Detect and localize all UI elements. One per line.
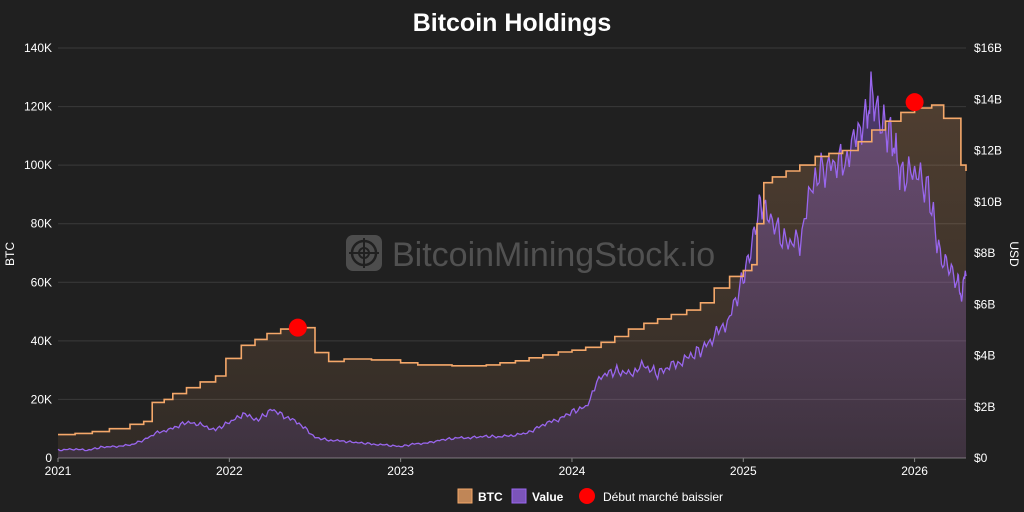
x-tick-label: 2024 xyxy=(559,464,586,478)
bear-market-start-marker xyxy=(905,93,924,112)
legend-item-btc[interactable]: BTC xyxy=(457,488,503,504)
legend-swatch-bear-market xyxy=(579,488,595,504)
x-axis-ticks: 2021 2022 2023 2024 2025 2026 xyxy=(45,457,966,478)
watermark-text: BitcoinMiningStock.io xyxy=(392,236,715,274)
left-y-tick-label: 40K xyxy=(31,334,52,348)
x-tick-label: 2022 xyxy=(216,464,243,478)
x-tick-label: 2026 xyxy=(901,464,928,478)
legend-label-value: Value xyxy=(532,490,564,504)
legend-item-value[interactable]: Value xyxy=(511,488,564,504)
right-y-tick-label: $0 xyxy=(974,451,988,465)
left-y-axis-label: BTC xyxy=(3,242,17,266)
bear-market-markers xyxy=(288,93,924,337)
value-line xyxy=(57,71,967,452)
btc-line xyxy=(58,104,967,436)
right-y-axis-label: USD xyxy=(1007,241,1021,267)
left-y-tick-label: 60K xyxy=(31,275,52,289)
right-y-axis-ticks: $0 $2B $4B $6B $8B $10B $12B $14B $16B xyxy=(974,41,1002,465)
x-tick-label: 2021 xyxy=(45,464,72,478)
plot-area xyxy=(57,71,967,458)
left-y-tick-label: 100K xyxy=(24,158,52,172)
legend: BTC Value Début marché baissier xyxy=(457,488,723,504)
right-y-tick-label: $4B xyxy=(974,349,995,363)
x-tick-label: 2025 xyxy=(730,464,757,478)
watermark: BitcoinMiningStock.io xyxy=(346,235,715,274)
watermark-logo-icon xyxy=(346,235,382,271)
legend-swatch-value xyxy=(511,488,527,504)
right-y-tick-label: $16B xyxy=(974,41,1002,55)
legend-swatch-btc xyxy=(457,488,473,504)
right-y-tick-label: $8B xyxy=(974,246,995,260)
chart-title: Bitcoin Holdings xyxy=(413,9,612,37)
right-y-tick-label: $14B xyxy=(974,92,1002,106)
legend-item-bear-market[interactable]: Début marché baissier xyxy=(579,488,723,504)
value-area xyxy=(58,71,966,458)
left-y-tick-label: 80K xyxy=(31,217,52,231)
legend-label-btc: BTC xyxy=(478,490,503,504)
left-y-tick-label: 140K xyxy=(24,41,52,55)
left-y-tick-label: 0 xyxy=(45,451,52,465)
legend-label-bear-market: Début marché baissier xyxy=(603,490,723,504)
left-y-tick-label: 120K xyxy=(24,100,52,114)
right-y-tick-label: $2B xyxy=(974,400,995,414)
right-y-tick-label: $10B xyxy=(974,195,1002,209)
left-y-axis-ticks: 0 20K 40K 60K 80K 100K 120K 140K xyxy=(24,41,52,465)
right-y-tick-label: $6B xyxy=(974,297,995,311)
bear-market-start-marker xyxy=(288,318,307,337)
left-y-tick-label: 20K xyxy=(31,392,52,406)
x-tick-label: 2023 xyxy=(387,464,414,478)
right-y-tick-label: $12B xyxy=(974,144,1002,158)
